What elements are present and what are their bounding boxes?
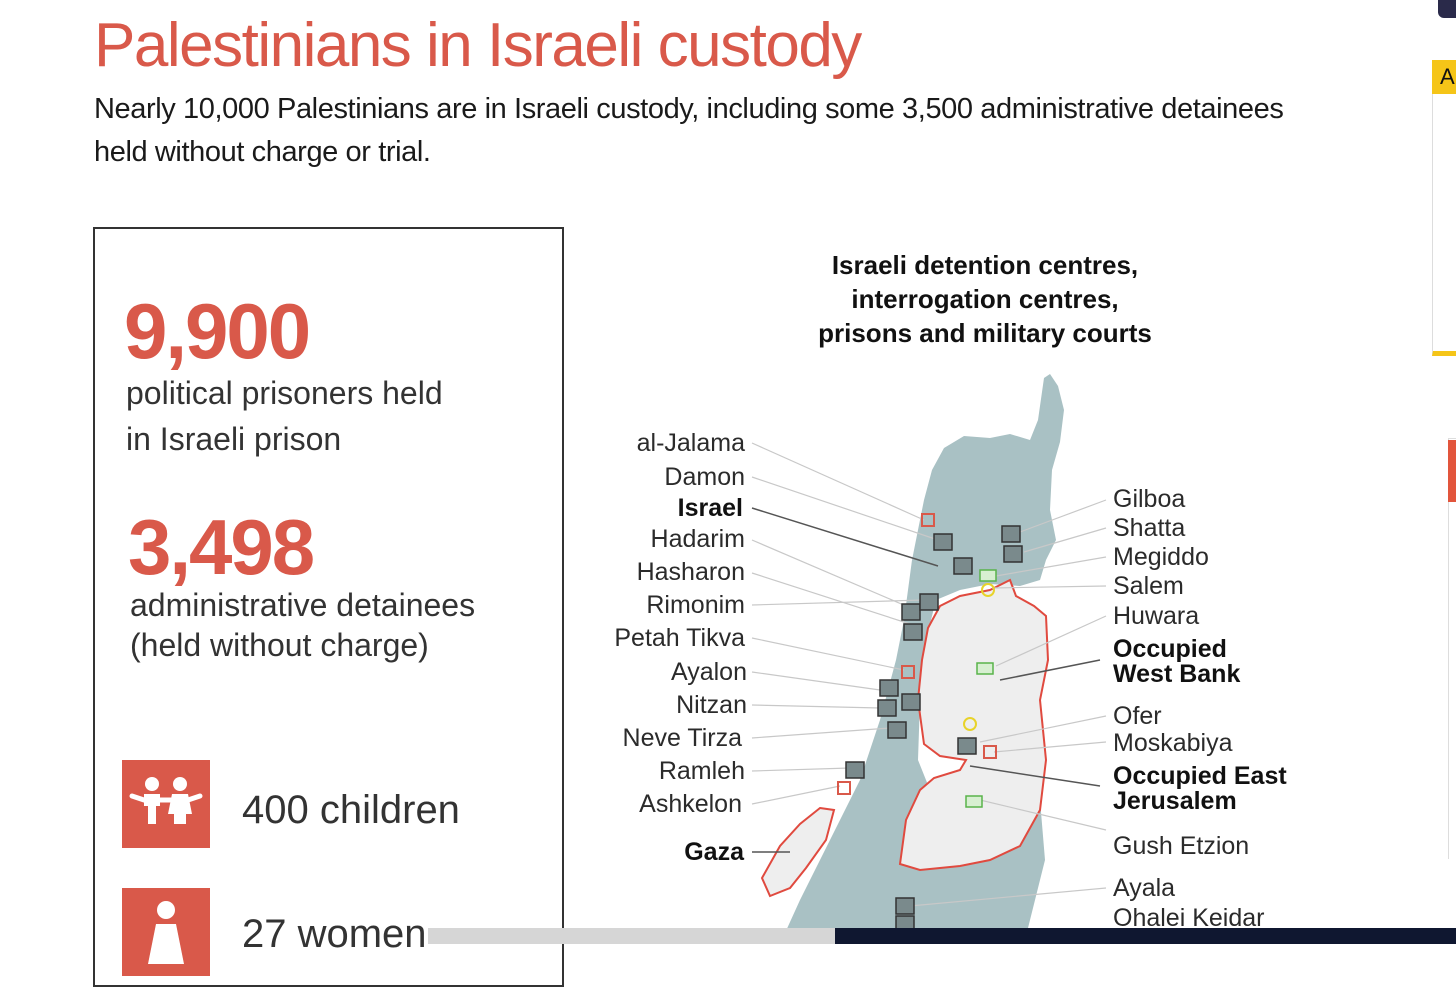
map-title-line-1: Israeli detention centres, bbox=[831, 250, 1139, 280]
label-west-bank: West Bank bbox=[1113, 660, 1241, 688]
west-bank-area bbox=[898, 578, 1050, 872]
rail-tag[interactable]: A bbox=[1432, 60, 1456, 94]
gaza-area bbox=[760, 806, 836, 898]
detention-icon bbox=[901, 665, 915, 679]
label-jerusalem: Jerusalem bbox=[1113, 787, 1237, 815]
label-ayalon: Ayalon bbox=[671, 658, 747, 686]
map-title-line-2: interrogation centres, bbox=[851, 284, 1119, 314]
prison-icon bbox=[845, 761, 865, 779]
bottom-overlay-gray[interactable] bbox=[428, 928, 835, 944]
label-ayala: Ayala bbox=[1113, 874, 1176, 902]
map-title-line-3: prisons and military courts bbox=[818, 318, 1152, 348]
prison-icon bbox=[877, 699, 897, 717]
prison-icon bbox=[1001, 525, 1021, 543]
prison-icon bbox=[919, 593, 939, 611]
prisoners-number: 9,900 bbox=[124, 287, 311, 375]
right-leader-lines bbox=[909, 499, 1107, 907]
left-leader-lines bbox=[751, 442, 939, 805]
label-shatta: Shatta bbox=[1113, 514, 1186, 542]
map-title: Israeli detention centres, interrogation… bbox=[760, 248, 1210, 350]
prison-icons bbox=[845, 525, 1023, 933]
page-subtitle: Nearly 10,000 Palestinians are in Israel… bbox=[94, 93, 1284, 168]
label-occupied: Occupied bbox=[1113, 635, 1227, 663]
prison-icon bbox=[901, 603, 921, 621]
detention-icons bbox=[837, 513, 997, 795]
label-hadarim: Hadarim bbox=[650, 525, 745, 553]
detainees-label-1: administrative detainees bbox=[130, 587, 476, 623]
detainees-number: 3,498 bbox=[128, 503, 315, 591]
label-ashkelon: Ashkelon bbox=[639, 790, 742, 818]
label-rimonim: Rimonim bbox=[646, 591, 745, 619]
detention-map bbox=[751, 374, 1107, 944]
prison-icon bbox=[901, 693, 921, 711]
prison-icon bbox=[879, 679, 899, 697]
label-gaza: Gaza bbox=[684, 838, 744, 866]
prison-icon bbox=[895, 897, 915, 915]
court-icon bbox=[965, 795, 983, 808]
label-damon: Damon bbox=[664, 463, 745, 491]
label-hasharon: Hasharon bbox=[636, 558, 745, 586]
court-icon bbox=[979, 569, 997, 582]
prison-icon bbox=[957, 737, 977, 755]
children-icon bbox=[129, 777, 203, 824]
label-israel: Israel bbox=[677, 494, 743, 522]
court-icons bbox=[965, 569, 997, 808]
label-occupied-east: Occupied East bbox=[1113, 762, 1287, 790]
prison-icon bbox=[933, 533, 953, 551]
rail-red-accent bbox=[1448, 440, 1456, 502]
detention-icon bbox=[921, 513, 935, 527]
label-gush-etzion: Gush Etzion bbox=[1113, 832, 1250, 860]
bottom-overlay-video[interactable] bbox=[835, 928, 1456, 944]
page-title: Palestinians in Israeli custody bbox=[94, 11, 862, 80]
prisoners-label-1: political prisoners held bbox=[126, 375, 443, 411]
label-gilboa: Gilboa bbox=[1113, 485, 1186, 513]
prison-icon bbox=[1003, 545, 1023, 563]
label-petah-tikva: Petah Tikva bbox=[614, 624, 745, 652]
label-nitzan: Nitzan bbox=[676, 691, 747, 719]
label-huwara: Huwara bbox=[1113, 602, 1200, 630]
interrogation-icon bbox=[981, 583, 995, 597]
east-jerusalem-leader-line bbox=[969, 765, 1101, 787]
rail-card[interactable] bbox=[1432, 60, 1456, 356]
prison-icon bbox=[953, 557, 973, 575]
detention-icon bbox=[837, 781, 851, 795]
label-neve-tirza: Neve Tirza bbox=[622, 724, 742, 752]
label-moskabiya: Moskabiya bbox=[1113, 729, 1233, 757]
israel-leader-line bbox=[751, 507, 939, 567]
children-badge bbox=[122, 760, 210, 848]
label-megiddo: Megiddo bbox=[1113, 543, 1209, 571]
label-ofer: Ofer bbox=[1113, 702, 1162, 730]
detention-icon bbox=[983, 745, 997, 759]
prison-icon bbox=[903, 623, 923, 641]
label-ohalei-keidar: Ohalei Keidar bbox=[1113, 904, 1265, 932]
children-label: 400 children bbox=[242, 788, 460, 832]
prison-icon bbox=[887, 721, 907, 739]
label-salem: Salem bbox=[1113, 572, 1184, 600]
interrogation-icon bbox=[963, 717, 977, 731]
west-bank-leader-line bbox=[999, 659, 1101, 681]
detainees-label-2: (held without charge) bbox=[130, 627, 429, 663]
court-icon bbox=[976, 662, 994, 675]
prisoners-label-2: in Israeli prison bbox=[126, 421, 342, 457]
rail-card-2[interactable] bbox=[1448, 438, 1456, 859]
interrogation-icons bbox=[963, 583, 995, 731]
rail-top-fragment bbox=[1438, 0, 1456, 18]
label-ramleh: Ramleh bbox=[658, 757, 745, 785]
label-al-jalama: al-Jalama bbox=[636, 429, 745, 457]
